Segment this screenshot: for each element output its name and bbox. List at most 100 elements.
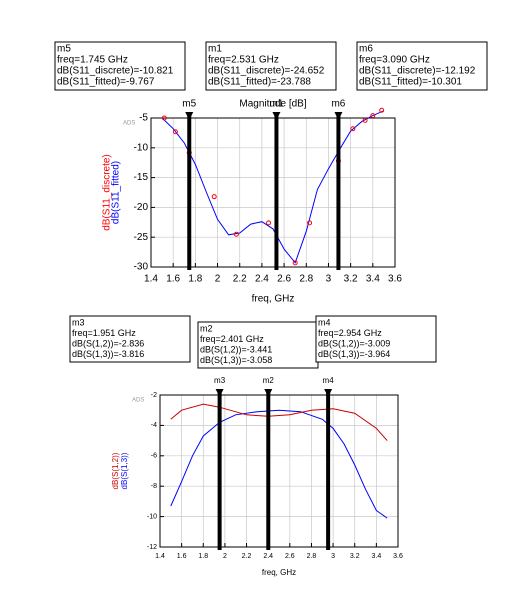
marker-text: freq=1.951 GHz <box>72 328 136 338</box>
x-tick-label: 2.6 <box>277 274 291 285</box>
y-axis-label: dB(S(1,3)) <box>120 452 129 489</box>
x-tick-label: 2 <box>215 274 221 285</box>
data-point <box>161 115 167 121</box>
data-point <box>350 126 356 132</box>
x-tick-label: 3.4 <box>371 553 381 560</box>
y-tick-label: -4 <box>151 422 157 429</box>
marker-text: dB(S11_fitted)=-10.301 <box>359 77 462 88</box>
marker-label: m3 <box>214 376 226 385</box>
series-line <box>161 110 385 264</box>
marker-text: dB(S(1,2))=-3.009 <box>318 338 390 348</box>
x-tick-label: 2.2 <box>233 274 247 285</box>
marker-text: m4 <box>318 317 331 327</box>
marker-text: freq=1.745 GHz <box>57 55 128 66</box>
marker-text: dB(S11_fitted)=-23.788 <box>208 77 311 88</box>
x-tick-label: 2.8 <box>307 553 317 560</box>
y-tick-label: -5 <box>139 113 148 124</box>
x-tick-label: 3.2 <box>344 274 358 285</box>
marker-triangle <box>334 112 343 120</box>
x-tick-label: 2.4 <box>263 553 273 560</box>
marker-text: m3 <box>72 317 85 327</box>
data-point <box>172 129 178 135</box>
marker-label: m5 <box>182 99 196 110</box>
x-tick-label: 3.2 <box>350 553 360 560</box>
x-tick-label: 1.8 <box>188 274 202 285</box>
marker-box <box>54 41 186 91</box>
marker-box <box>205 41 337 91</box>
marker-text: dB(S11_discrete)=-12.192 <box>359 66 476 77</box>
watermark: ADS <box>123 121 135 127</box>
x-tick-label: 3.6 <box>393 553 403 560</box>
marker-box <box>69 315 191 363</box>
series-line <box>170 403 388 441</box>
marker-label: m4 <box>323 376 335 385</box>
x-tick-label: 3 <box>326 274 332 285</box>
data-point <box>211 194 217 200</box>
marker-triangle <box>215 389 224 397</box>
marker-box <box>356 41 488 91</box>
plot-frame <box>159 394 399 548</box>
marker-text: dB(S(1,3))=-3.964 <box>318 349 390 359</box>
y-axis-label: dB(S(1,2)) <box>111 452 120 489</box>
marker-text: dB(S(1,3))=-3.058 <box>200 355 272 365</box>
marker-text: m2 <box>200 323 213 333</box>
marker-label: m2 <box>263 376 275 385</box>
x-axis-label: freq, GHz <box>252 294 295 305</box>
y-tick-label: -10 <box>134 142 149 153</box>
marker-text: freq=2.954 GHz <box>318 328 382 338</box>
x-tick-label: 2 <box>223 553 227 560</box>
x-tick-label: 3.6 <box>388 274 402 285</box>
data-point <box>292 260 298 266</box>
data-point <box>307 220 313 226</box>
data-point <box>266 220 272 226</box>
x-tick-label: 2.2 <box>242 553 252 560</box>
y-tick-label: -25 <box>134 232 149 243</box>
watermark: ADS <box>132 398 144 404</box>
marker-triangle <box>324 389 333 397</box>
marker-text: dB(S(1,3))=-3.816 <box>72 349 144 359</box>
y-tick-label: -15 <box>134 172 149 183</box>
marker-triangle <box>272 112 281 120</box>
x-axis-label: freq, GHz <box>262 568 296 577</box>
marker-text: m6 <box>359 44 373 55</box>
series-line <box>170 409 388 519</box>
x-tick-label: 1.6 <box>177 553 187 560</box>
y-tick-label: -20 <box>134 202 149 213</box>
marker-text: dB(S11_fitted)=-9.767 <box>57 77 155 88</box>
marker-label: m6 <box>331 99 345 110</box>
marker-label: m1 <box>269 99 283 110</box>
data-point <box>370 113 376 119</box>
x-tick-label: 1.4 <box>144 274 158 285</box>
y-axis-label: dB(S11_fitted) <box>111 161 122 224</box>
y-tick-label: -12 <box>147 544 157 551</box>
data-point <box>379 107 385 113</box>
chart-title: Magnitude [dB] <box>239 99 306 110</box>
data-point <box>362 117 368 123</box>
x-tick-label: 1.6 <box>166 274 180 285</box>
plot-frame <box>150 117 396 268</box>
x-tick-label: 2.4 <box>255 274 269 285</box>
x-tick-label: 3.4 <box>366 274 380 285</box>
marker-text: freq=3.090 GHz <box>359 55 430 66</box>
marker-box <box>315 315 437 363</box>
marker-text: freq=2.531 GHz <box>208 55 279 66</box>
marker-text: dB(S(1,2))=-2.836 <box>72 338 144 348</box>
x-tick-label: 1.4 <box>155 553 165 560</box>
marker-text: m5 <box>57 44 71 55</box>
x-tick-label: 2.6 <box>285 553 295 560</box>
y-tick-label: -8 <box>151 483 157 490</box>
y-tick-label: -2 <box>151 392 157 399</box>
marker-text: freq=2.401 GHz <box>200 334 264 344</box>
x-tick-label: 2.8 <box>299 274 313 285</box>
marker-triangle <box>185 112 194 120</box>
marker-text: dB(S11_discrete)=-10.821 <box>57 66 174 77</box>
y-axis-label: dB(S11_discrete) <box>102 154 113 231</box>
x-tick-label: 3 <box>331 553 335 560</box>
marker-text: dB(S11_discrete)=-24.652 <box>208 66 325 77</box>
y-tick-label: -6 <box>151 453 157 460</box>
y-tick-label: -10 <box>147 513 157 520</box>
data-point <box>233 231 239 237</box>
marker-box <box>197 321 319 369</box>
